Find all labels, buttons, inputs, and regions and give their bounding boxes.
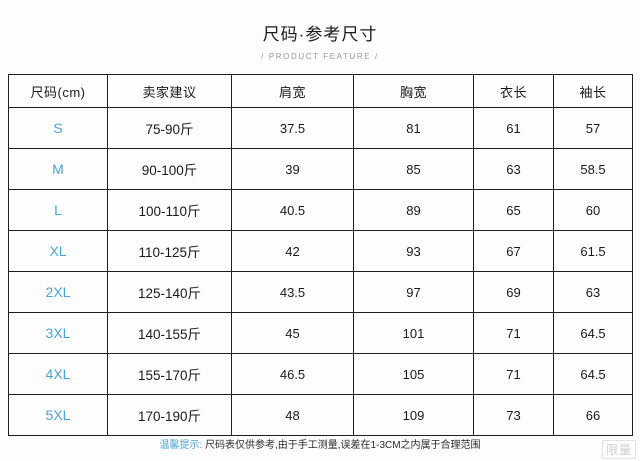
cell-chest: 85 [353,148,474,190]
cell-length: 65 [473,189,554,231]
cell-sleeve: 63 [553,271,633,313]
column-header-chest: 胸宽 [353,74,474,108]
cell-shoulder: 37.5 [231,107,354,149]
cell-advice: 75-90斤 [107,107,232,149]
cell-size: XL [8,230,108,272]
cell-sleeve: 57 [553,107,633,149]
cell-shoulder: 39 [231,148,354,190]
table-row: M 90-100斤 39 85 63 58.5 [8,148,633,190]
cell-length: 69 [473,271,554,313]
size-table: 尺码(cm) 卖家建议 肩宽 胸宽 衣长 袖长 S 75-90斤 37.5 81… [8,74,633,436]
cell-shoulder: 40.5 [231,189,354,231]
cell-length: 67 [473,230,554,272]
column-header-advice: 卖家建议 [107,74,232,108]
cell-sleeve: 61.5 [553,230,633,272]
column-header-shoulder: 肩宽 [231,74,354,108]
cell-size: 5XL [8,394,108,436]
cell-advice: 110-125斤 [107,230,232,272]
cell-sleeve: 64.5 [553,353,633,395]
cell-chest: 89 [353,189,474,231]
table-header: 尺码(cm) 卖家建议 肩宽 胸宽 衣长 袖长 [8,74,633,108]
footnote: 温馨提示: 尺码表仅供参考,由于手工测量,误差在1-3CM之内属于合理范围 [0,436,640,451]
table-header-row: 尺码(cm) 卖家建议 肩宽 胸宽 衣长 袖长 [8,74,633,108]
table-row: 2XL 125-140斤 43.5 97 69 63 [8,271,633,313]
column-header-size: 尺码(cm) [8,74,108,108]
cell-sleeve: 60 [553,189,633,231]
table-row: 5XL 170-190斤 48 109 73 66 [8,394,633,436]
cell-length: 71 [473,353,554,395]
size-table-wrapper: 尺码(cm) 卖家建议 肩宽 胸宽 衣长 袖长 S 75-90斤 37.5 81… [8,74,633,436]
cell-advice: 140-155斤 [107,312,232,354]
cell-shoulder: 46.5 [231,353,354,395]
cell-chest: 97 [353,271,474,313]
cell-size: 2XL [8,271,108,313]
cell-length: 63 [473,148,554,190]
cell-sleeve: 64.5 [553,312,633,354]
cell-advice: 90-100斤 [107,148,232,190]
cell-shoulder: 48 [231,394,354,436]
cell-shoulder: 45 [231,312,354,354]
cell-chest: 101 [353,312,474,354]
column-header-length: 衣长 [473,74,554,108]
cell-sleeve: 66 [553,394,633,436]
cell-advice: 100-110斤 [107,189,232,231]
cell-chest: 105 [353,353,474,395]
cell-shoulder: 43.5 [231,271,354,313]
column-header-sleeve: 袖长 [553,74,633,108]
table-row: L 100-110斤 40.5 89 65 60 [8,189,633,231]
cell-size: 4XL [8,353,108,395]
watermark: 限量 [601,440,636,459]
cell-shoulder: 42 [231,230,354,272]
table-row: XL 110-125斤 42 93 67 61.5 [8,230,633,272]
page-subtitle: / PRODUCT FEATURE / [261,52,379,61]
cell-length: 61 [473,107,554,149]
table-row: 4XL 155-170斤 46.5 105 71 64.5 [8,353,633,395]
cell-length: 73 [473,394,554,436]
cell-advice: 155-170斤 [107,353,232,395]
cell-chest: 109 [353,394,474,436]
cell-size: M [8,148,108,190]
cell-size: 3XL [8,312,108,354]
cell-advice: 170-190斤 [107,394,232,436]
cell-size: L [8,189,108,231]
footnote-label: 温馨提示: [159,440,203,451]
cell-chest: 93 [353,230,474,272]
cell-size: S [8,107,108,149]
cell-advice: 125-140斤 [107,271,232,313]
page-title: 尺码·参考尺寸 [262,25,378,44]
table-row: 3XL 140-155斤 45 101 71 64.5 [8,312,633,354]
cell-length: 71 [473,312,554,354]
cell-sleeve: 58.5 [553,148,633,190]
table-body: S 75-90斤 37.5 81 61 57 M 90-100斤 39 85 6… [8,107,633,436]
cell-chest: 81 [353,107,474,149]
footnote-text: 尺码表仅供参考,由于手工测量,误差在1-3CM之内属于合理范围 [205,440,481,451]
table-row: S 75-90斤 37.5 81 61 57 [8,107,633,149]
